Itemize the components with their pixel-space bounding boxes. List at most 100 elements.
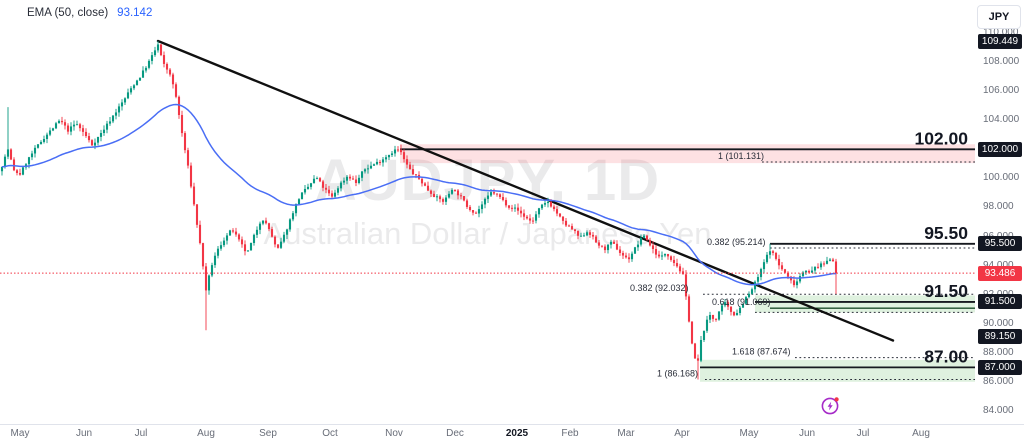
- candle-body: [243, 244, 247, 252]
- candle-body: [207, 275, 211, 291]
- currency-unit-button[interactable]: JPY: [977, 5, 1021, 29]
- candle-body: [258, 223, 262, 230]
- candle-body: [456, 190, 460, 196]
- candle-body: [402, 152, 406, 160]
- candle-body: [246, 250, 250, 252]
- candle-body: [279, 241, 283, 248]
- candle-body: [342, 180, 346, 183]
- level-price-label: 95.50: [924, 223, 968, 243]
- candle-body: [780, 265, 784, 270]
- candle-body: [441, 199, 445, 202]
- candle-body: [240, 239, 244, 245]
- candle-body: [159, 44, 163, 56]
- x-axis-label: 2025: [505, 428, 529, 439]
- zone-support-87[interactable]: [700, 359, 975, 382]
- candle-body: [87, 136, 91, 141]
- candle-body: [189, 165, 193, 187]
- candle-body: [678, 266, 682, 272]
- candle-body: [516, 207, 520, 211]
- candle-body: [753, 281, 757, 290]
- candle-body: [597, 242, 601, 246]
- price-axis[interactable]: JPY 110.000 108.000 106.000 104.000 102.000 1…: [975, 0, 1024, 425]
- candle-body: [255, 229, 259, 235]
- candle-body: [729, 306, 733, 312]
- candle-body: [705, 319, 709, 331]
- candle-body: [822, 263, 826, 265]
- y-axis-tick: 90.000: [983, 317, 1014, 329]
- x-axis-label: Dec: [446, 428, 464, 439]
- candle-body: [234, 231, 238, 235]
- candle-body: [672, 259, 676, 264]
- candle-body: [66, 125, 70, 132]
- candle-body: [495, 193, 499, 195]
- candle-body: [819, 263, 823, 268]
- candle-body: [357, 177, 361, 184]
- trendline-drawing[interactable]: [156, 39, 895, 342]
- candle-body: [369, 165, 373, 169]
- candle-body: [393, 149, 397, 154]
- indicator-legend[interactable]: EMA (50, close) 93.142: [27, 7, 152, 19]
- candle-body: [576, 231, 580, 236]
- y-axis-tick: 96.000: [983, 231, 1014, 243]
- zone-resistance-102[interactable]: [400, 144, 975, 164]
- candle-body: [552, 206, 556, 210]
- candle-body: [21, 167, 25, 175]
- indicator-value: 93.142: [117, 7, 153, 19]
- candle-body: [315, 178, 319, 180]
- candle-body: [3, 156, 7, 167]
- candle-body: [399, 149, 403, 153]
- candle-body: [321, 181, 325, 188]
- candle-body: [687, 296, 691, 322]
- x-axis-label: Oct: [322, 428, 338, 439]
- candle-body: [459, 195, 463, 197]
- candle-body: [786, 272, 790, 277]
- ema-line: [1, 103, 836, 286]
- y-axis-tick: 100.000: [983, 172, 1020, 184]
- candle-body: [522, 213, 526, 217]
- flash-boost-icon[interactable]: [819, 395, 843, 417]
- candle-body: [339, 182, 343, 189]
- candle-body: [768, 251, 772, 255]
- candle-body: [759, 269, 763, 278]
- candle-body: [408, 164, 412, 170]
- candle-body: [471, 210, 475, 213]
- candle-body: [486, 195, 490, 199]
- candle-body: [72, 124, 76, 127]
- candle-body: [345, 176, 349, 181]
- candle-body: [813, 266, 817, 271]
- price-chart-canvas[interactable]: 1 (101.131) 0.382 (95.214) 0.382 (92.032) 0…: [0, 0, 975, 425]
- candle-body: [300, 192, 304, 200]
- candle-body: [270, 229, 274, 237]
- candle-body: [126, 92, 130, 99]
- candle-body: [114, 112, 118, 116]
- candle-body: [426, 185, 430, 191]
- candle-body: [600, 245, 604, 247]
- candle-body: [573, 229, 577, 232]
- candle-body: [150, 55, 154, 61]
- candle-body: [210, 265, 214, 276]
- candle-body: [474, 212, 478, 214]
- candle-body: [33, 147, 37, 154]
- candle-body: [546, 201, 550, 204]
- candle-body: [741, 303, 745, 308]
- candle-body: [27, 157, 31, 165]
- candle-body: [273, 236, 277, 245]
- candle-body: [480, 204, 484, 210]
- candle-body: [534, 214, 538, 221]
- candle-body: [492, 192, 496, 194]
- candle-body: [147, 60, 151, 68]
- x-axis-label: May: [10, 428, 30, 439]
- candle-body: [249, 242, 253, 251]
- candle-body: [285, 229, 289, 235]
- candle-body: [324, 187, 328, 190]
- price-level-badge: 91.500: [978, 294, 1022, 310]
- candle-body: [825, 260, 829, 264]
- candle-body: [219, 245, 223, 249]
- candlestick-series: [0, 41, 838, 380]
- candle-body: [807, 270, 811, 273]
- candle-body: [558, 213, 562, 217]
- time-axis[interactable]: May Jun Jul Aug Sep Oct Nov Dec 2025 Feb Mar Apr May…: [0, 424, 1024, 441]
- candle-body: [462, 196, 466, 201]
- candle-body: [429, 190, 433, 194]
